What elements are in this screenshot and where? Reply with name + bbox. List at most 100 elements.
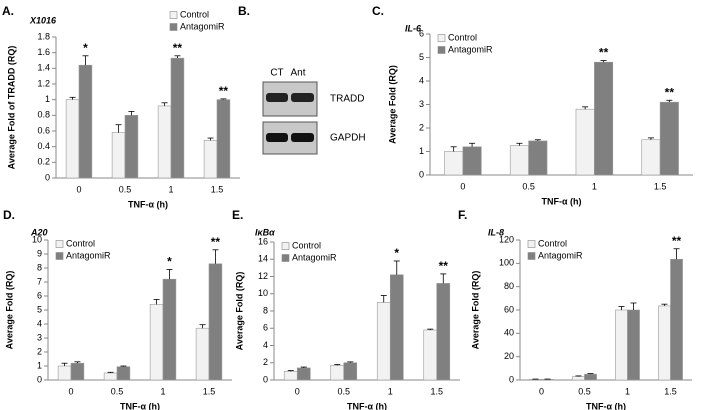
- bar: [509, 145, 529, 176]
- lane-label: CT: [270, 68, 283, 79]
- y-tick-label: 0: [263, 374, 268, 384]
- band-label: GAPDH: [330, 133, 366, 144]
- y-tick-label: 4: [263, 340, 268, 350]
- bar: [78, 64, 93, 179]
- y-tick-label: 5: [37, 304, 42, 314]
- error-bar: [582, 106, 589, 110]
- chart-title: IκBα: [255, 227, 275, 237]
- band-label: TRADD: [330, 94, 364, 105]
- legend-label: AntagomiR: [66, 250, 111, 260]
- y-tick-label: 5: [419, 52, 424, 62]
- bar: [65, 99, 80, 179]
- y-tick-label: 3: [419, 99, 424, 109]
- y-axis-label: Average Fold of TRADD (RQ): [6, 46, 16, 170]
- y-tick-label: 100: [499, 258, 514, 268]
- x-tick-label: 0: [460, 181, 465, 191]
- y-tick-label: 1.8: [37, 31, 50, 41]
- legend-swatch: [281, 254, 290, 262]
- blot-band: [291, 133, 314, 142]
- bar: [330, 365, 345, 381]
- x-tick-label: 1.5: [203, 386, 216, 396]
- y-tick-label: 0: [37, 374, 42, 384]
- bar: [658, 305, 671, 381]
- y-tick-label: 2: [263, 357, 268, 367]
- y-tick-label: 2: [419, 122, 424, 132]
- legend-label: AntagomiR: [180, 21, 225, 31]
- y-tick-label: 12: [258, 271, 268, 281]
- error-bar: [115, 124, 122, 133]
- y-tick-label: 3: [37, 332, 42, 342]
- x-axis-label: TNF-α (h): [128, 199, 168, 209]
- error-bar: [534, 139, 541, 141]
- y-tick-label: 6: [37, 290, 42, 300]
- bar: [216, 99, 231, 179]
- chart-title: X1016: [29, 15, 57, 25]
- y-tick-label: 0.4: [37, 141, 50, 151]
- x-tick-label: 1.5: [211, 184, 224, 194]
- x-tick-label: 0.5: [337, 386, 350, 396]
- error-bar: [440, 273, 447, 284]
- bar: [343, 362, 358, 381]
- error-bar: [587, 373, 594, 375]
- bar: [423, 329, 438, 381]
- y-tick-label: 1.2: [37, 78, 50, 88]
- legend-swatch: [527, 240, 536, 248]
- blot-band: [266, 133, 288, 142]
- y-tick-label: 80: [504, 281, 514, 291]
- error-bar: [128, 111, 135, 116]
- bar: [124, 115, 139, 179]
- bar: [541, 379, 554, 381]
- bar: [157, 105, 172, 179]
- legend-label: Control: [180, 9, 209, 19]
- y-tick-label: 6: [263, 323, 268, 333]
- x-tick-label: 1: [168, 184, 173, 194]
- bar: [659, 101, 679, 176]
- chart-title: A20: [30, 227, 48, 237]
- chart-title: IL-8: [488, 227, 504, 237]
- error-bar: [661, 303, 668, 306]
- error-bar: [300, 366, 307, 368]
- western-blot: CT Ant TRADD GAPDH: [262, 68, 366, 155]
- y-tick-label: 6: [419, 28, 424, 38]
- x-tick-label: 1.5: [654, 181, 667, 191]
- panel-label: B.: [238, 4, 250, 18]
- bar: [170, 57, 185, 179]
- y-tick-label: 14: [258, 254, 268, 264]
- panel-label: D.: [3, 208, 15, 222]
- error-bar: [220, 98, 227, 100]
- x-axis-label: TNF-α (h): [347, 401, 387, 410]
- y-tick-label: 8: [37, 262, 42, 272]
- error-bar: [107, 371, 114, 373]
- lane-label: Ant: [290, 68, 305, 79]
- bar: [111, 132, 126, 179]
- significance-label: **: [665, 85, 675, 99]
- error-bar: [469, 142, 476, 147]
- error-bar: [380, 295, 387, 303]
- bar: [389, 274, 404, 381]
- y-axis-label: Average Fold (RQ): [234, 272, 244, 351]
- y-axis-label: Average Fold (RQ): [387, 65, 397, 144]
- y-tick-label: 20: [504, 351, 514, 361]
- x-axis-label: TNF-α (h): [586, 401, 626, 410]
- error-bar: [516, 142, 523, 146]
- y-tick-label: 60: [504, 304, 514, 314]
- x-tick-label: 1.5: [430, 386, 443, 396]
- bar: [116, 366, 131, 381]
- x-tick-label: 0.5: [111, 386, 124, 396]
- x-tick-label: 1.5: [664, 386, 677, 396]
- panel-label: A.: [2, 4, 14, 18]
- error-bar: [287, 370, 294, 372]
- y-tick-label: 8: [263, 305, 268, 315]
- error-bar: [207, 137, 214, 141]
- chart-panel: 0 2 4 6 8 10 12 14 16 0 0.5 1 * 1.5 ** Control AntagomiR…: [232, 208, 460, 410]
- bar: [670, 258, 683, 381]
- x-axis-label: TNF-α (h): [541, 196, 581, 206]
- y-tick-label: 1: [37, 360, 42, 370]
- y-tick-label: 0: [45, 172, 50, 182]
- significance-label: *: [167, 255, 172, 269]
- significance-label: **: [672, 234, 682, 248]
- panel-label: E.: [232, 208, 243, 222]
- error-bar: [212, 249, 219, 264]
- error-bar: [575, 375, 582, 377]
- x-axis-label: TNF-α (h): [120, 401, 160, 410]
